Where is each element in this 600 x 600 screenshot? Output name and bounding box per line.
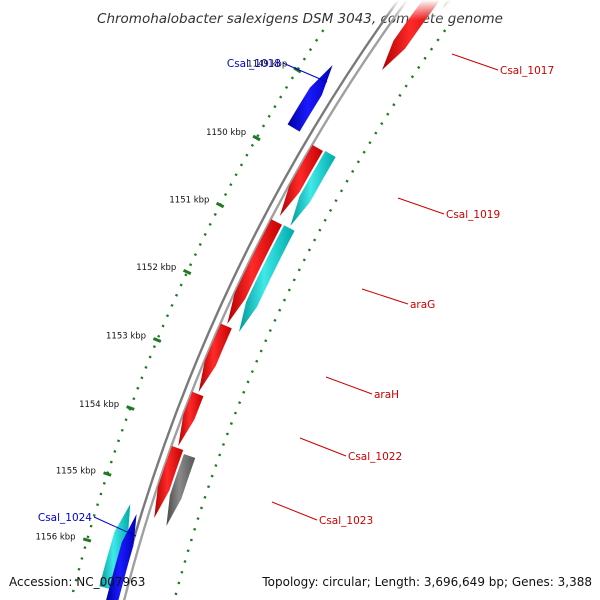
genome-backbone — [115, 0, 409, 600]
backbone-inner-line — [123, 0, 409, 600]
dot-track-inner — [173, 29, 447, 600]
scale-tick-label: 1149 kbp — [247, 60, 287, 70]
gene-leader-line — [451, 53, 499, 71]
feature-track — [99, 0, 460, 600]
scale-tick-mark — [215, 201, 225, 209]
scale-tick-mark — [126, 405, 135, 411]
gene-label[interactable]: araG — [410, 299, 435, 311]
scale-tick-label: 1153 kbp — [106, 331, 146, 341]
scale-tick-label: 1156 kbp — [36, 533, 76, 543]
gene-label[interactable]: Csal_1023 — [319, 515, 373, 527]
gene-label[interactable]: Csal_1024 — [38, 512, 92, 524]
scale-tick-mark — [182, 268, 192, 276]
scale-tick-label: 1154 kbp — [79, 400, 119, 410]
gene-arrow-csal-1022[interactable] — [178, 391, 204, 446]
gene-label[interactable]: araH — [374, 389, 399, 401]
scale-tick-mark — [152, 337, 162, 343]
gene-leader-line — [325, 376, 373, 395]
gene-arrow-csal-1023[interactable] — [154, 445, 184, 518]
feature-labels: Csal_1017 Csal_1018 Csal_1019 araG araH Csal_… — [38, 53, 554, 537]
gene-arrow-cyan-1[interactable] — [290, 150, 336, 226]
gene-leader-line — [299, 437, 347, 457]
genome-summary-text: Topology: circular; Length: 3,696,649 bp… — [261, 575, 592, 589]
gene-leader-line — [93, 516, 137, 537]
gene-arrow-csal-1019[interactable] — [279, 144, 323, 216]
scale-tick-label: 1150 kbp — [206, 128, 246, 138]
gene-label[interactable]: Csal_1022 — [348, 451, 402, 463]
gene-label[interactable]: Csal_1017 — [500, 65, 554, 77]
gene-label[interactable]: Csal_1018 — [227, 58, 281, 70]
gene-leader-line — [397, 197, 445, 215]
gene-leader-line — [361, 288, 409, 305]
top-fade-overlay — [380, 0, 460, 20]
scale-tick-label: 1155 kbp — [56, 466, 96, 476]
gene-arrow-gray[interactable] — [166, 453, 196, 526]
gene-arrow-cyan-3[interactable] — [99, 504, 131, 590]
dot-track-outer — [69, 29, 325, 600]
gene-arrow-arah[interactable] — [198, 323, 232, 392]
gene-label[interactable]: Csal_1019 — [446, 209, 500, 221]
scale-ticks: 1149 kbp 1150 kbp 1151 kbp 1152 kbp 1153 kbp… — [36, 60, 302, 543]
gene-leader-line — [282, 62, 328, 83]
gene-arrow-csal-1018[interactable] — [287, 65, 333, 132]
backbone-outer-line — [115, 0, 400, 600]
gene-arrow-csal-1024[interactable] — [106, 514, 137, 600]
accession-text: Accession: NC_007963 — [9, 575, 145, 589]
scale-tick-label: 1152 kbp — [136, 263, 176, 273]
gene-arrow-cyan-2[interactable] — [238, 225, 295, 332]
gene-leader-line — [271, 501, 318, 521]
gene-arrow-arag[interactable] — [227, 219, 282, 324]
scale-tick-mark — [252, 134, 261, 142]
scale-tick-label: 1151 kbp — [169, 195, 209, 205]
scale-tick-mark — [82, 537, 92, 543]
scale-tick-mark — [103, 471, 112, 477]
